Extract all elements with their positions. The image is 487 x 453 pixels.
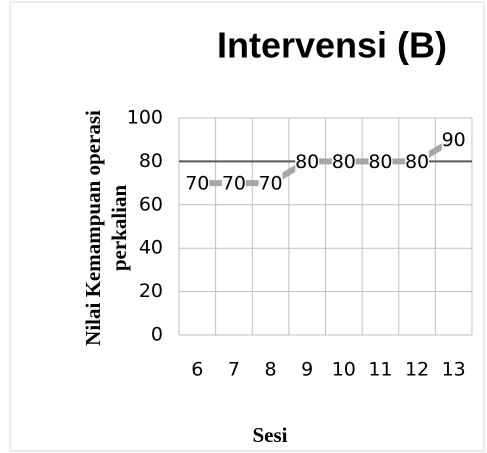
x-axis-label: Sesi: [252, 423, 287, 447]
data-label: 80: [368, 151, 392, 173]
label-bg: [185, 172, 210, 195]
y-axis-label: perkalian: [107, 185, 131, 272]
y-tick-label: 100: [127, 107, 163, 129]
y-tick-label: 0: [151, 324, 163, 346]
data-label: 80: [332, 151, 356, 173]
label-bg: [258, 172, 283, 195]
x-tick-label: 12: [405, 359, 429, 381]
data-label: 80: [405, 151, 429, 173]
x-tick-label: 9: [301, 359, 313, 381]
x-tick-label: 8: [265, 359, 277, 381]
y-tick-label: 60: [139, 193, 163, 215]
label-bg: [221, 172, 246, 195]
chart-frame: [9, 1, 485, 452]
x-tick-label: 7: [228, 359, 240, 381]
x-tick-label: 6: [191, 359, 203, 381]
data-label: 70: [185, 173, 209, 195]
x-tick-label: 10: [332, 359, 356, 381]
y-tick-label: 20: [139, 280, 163, 302]
data-label: 70: [222, 173, 246, 195]
label-bg: [295, 150, 320, 173]
label-bg: [368, 150, 393, 173]
x-tick-label: 13: [442, 359, 466, 381]
data-label: 80: [295, 151, 319, 173]
x-tick-label: 11: [368, 359, 392, 381]
label-bg: [331, 150, 356, 173]
data-label: 70: [258, 173, 282, 195]
label-bg: [405, 150, 430, 173]
chart-title: Intervensi (B): [217, 25, 447, 66]
y-tick-label: 80: [139, 150, 163, 172]
y-axis-label: Nilai Kemampuan operasi: [81, 110, 105, 346]
y-tick-label: 40: [139, 237, 163, 259]
label-bg: [441, 128, 466, 151]
data-label: 90: [442, 129, 466, 151]
